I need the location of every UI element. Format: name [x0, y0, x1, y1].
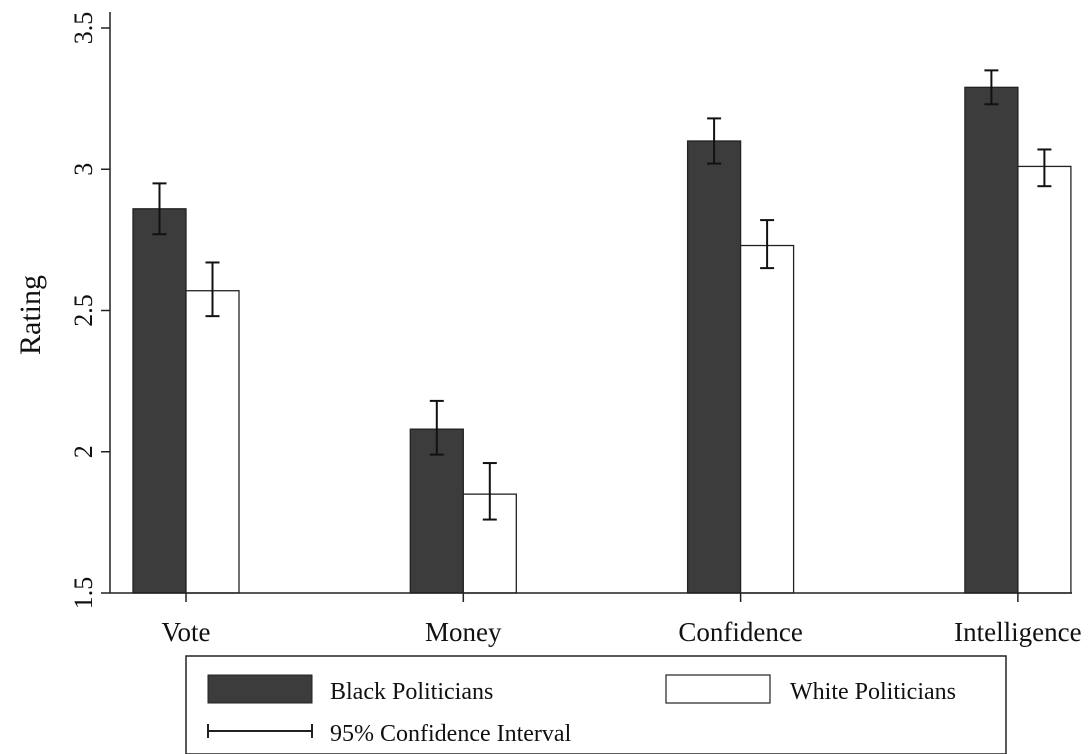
y-tick-label: 3.5: [69, 12, 98, 45]
y-tick-label: 3: [69, 163, 98, 176]
error-bar-black-politicians-vote: [152, 182, 167, 236]
legend-label-black-politicians: Black Politicians: [330, 679, 493, 705]
y-axis-title: Rating: [14, 275, 47, 355]
error-bar-white-politicians-confidence: [760, 219, 775, 270]
error-bar-black-politicians-confidence: [707, 117, 722, 165]
bar-black-politicians-intelligence: [964, 86, 1019, 594]
bar-white-politicians-vote: [185, 290, 240, 594]
bar-black-politicians-confidence: [686, 140, 742, 594]
bar-white-politicians-intelligence: [1017, 165, 1072, 594]
legend-swatch-white-politicians: [665, 674, 771, 704]
legend: Black Politicians White Politicians 95% …: [185, 655, 1007, 754]
error-bar-black-politicians-intelligence: [984, 69, 999, 106]
x-tick-label: Money: [425, 617, 502, 647]
legend-swatch-black-politicians: [207, 674, 313, 704]
x-tick-label: Intelligence: [954, 617, 1081, 647]
bar-white-politicians-confidence: [739, 244, 795, 594]
legend-box: [185, 655, 1007, 754]
y-ticks: 1.5 2 2.5 3 3.5: [69, 12, 110, 610]
axes: Rating: [14, 12, 1072, 594]
x-tick-label: Vote: [161, 617, 210, 647]
bar-black-politicians-vote: [132, 208, 187, 594]
error-bar-white-politicians-money: [482, 462, 497, 521]
error-bar-black-politicians-money: [429, 399, 444, 456]
error-bar-white-politicians-intelligence: [1037, 148, 1052, 188]
legend-label-white-politicians: White Politicians: [790, 679, 956, 705]
x-ticks: Vote Money Confidence Intelligence: [161, 593, 1082, 647]
plot-area: [132, 69, 1072, 594]
y-tick-label: 1.5: [69, 577, 98, 610]
y-tick-label: 2: [69, 445, 98, 458]
error-bar-white-politicians-vote: [205, 261, 220, 318]
legend-label-confidence-interval: 95% Confidence Interval: [330, 721, 572, 747]
x-tick-label: Confidence: [678, 617, 802, 647]
y-tick-label: 2.5: [69, 294, 98, 327]
